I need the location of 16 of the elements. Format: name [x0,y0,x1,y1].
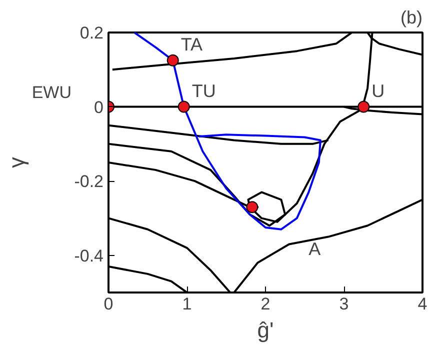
y-tick-label: -0.4 [74,246,104,266]
annotation: A [308,239,321,260]
annotation: U [372,80,385,101]
annotation: EWU [32,82,72,102]
x-tick-label: 2 [260,294,270,314]
x-tick-label: 4 [418,294,428,314]
y-tick-label: 0.2 [80,24,104,42]
y-tick-label: 0 [94,98,104,117]
y-tick-label: -0.2 [74,172,104,192]
x-axis-title: ĝ' [257,318,274,342]
x-tick-label: 3 [339,294,349,314]
annotation: TA [180,34,203,54]
y-axis-title: γ [4,157,29,168]
text: (b) [400,8,422,28]
x-tick-label: 1 [182,294,192,314]
annotation: TU [192,80,216,101]
